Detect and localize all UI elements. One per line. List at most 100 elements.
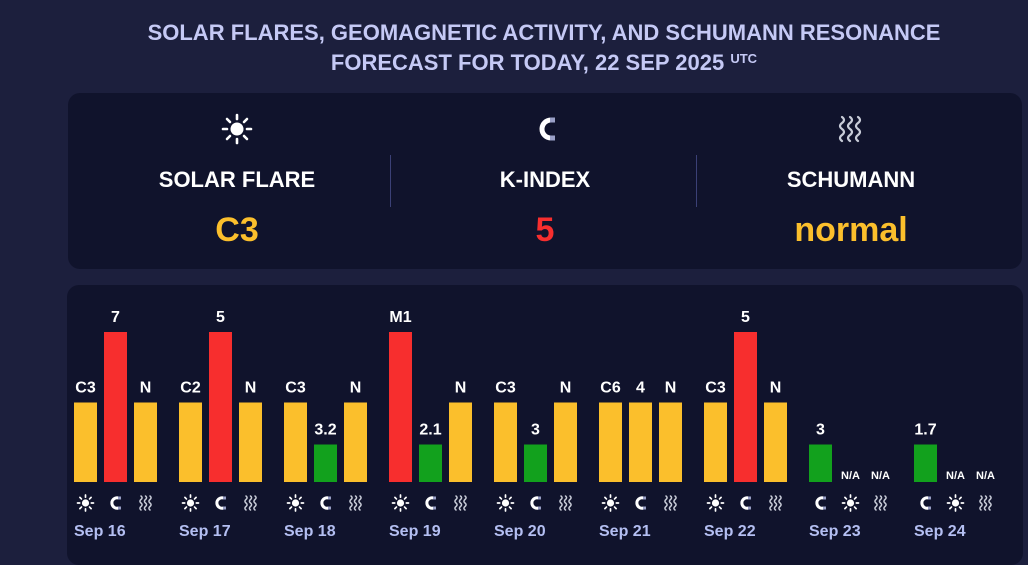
waves-icon	[979, 495, 992, 511]
bar-schumann	[764, 402, 787, 482]
bar-kindex	[809, 444, 832, 482]
bar-kindex	[524, 444, 547, 482]
waves-icon	[454, 495, 467, 511]
bar-kindex	[419, 444, 442, 482]
forecast-chart-svg: C3 7 N Sep 16 C2 5 N Sep 17 C3 3.2 N Sep 18 M1 2.1 N Se…	[74, 309, 995, 540]
summary-schumann: SCHUMANN normal	[692, 93, 1010, 269]
magnet-icon	[215, 496, 226, 510]
bar-value-label: N/A	[841, 470, 860, 482]
date-label: Sep 18	[284, 523, 336, 540]
sun-icon	[78, 113, 396, 145]
sun-icon	[946, 494, 965, 512]
bar-value-label: 5	[216, 309, 225, 326]
bar-kindex	[314, 444, 337, 482]
bar-solar	[599, 402, 622, 482]
waves-icon	[559, 495, 572, 511]
day-group: C3 5 N Sep 22	[704, 309, 787, 540]
day-group: C3 3 N Sep 20	[494, 380, 577, 540]
bar-schumann	[554, 402, 577, 482]
bar-value-label: N	[140, 380, 152, 397]
bar-solar	[74, 402, 97, 482]
sun-icon	[706, 494, 725, 512]
date-label: Sep 20	[494, 523, 546, 540]
date-label: Sep 19	[389, 523, 441, 540]
date-label: Sep 24	[914, 523, 966, 540]
day-group: 3 N/A N/A Sep 23	[809, 422, 890, 540]
bar-value-label: C3	[705, 380, 726, 397]
sun-icon	[76, 494, 95, 512]
bar-value-label: N	[560, 380, 572, 397]
page-title: SOLAR FLARES, GEOMAGNETIC ACTIVITY, AND …	[60, 18, 1028, 78]
k-index-label: K-INDEX	[499, 167, 591, 192]
magnet-icon	[740, 496, 751, 510]
title-utc: UTC	[730, 51, 758, 66]
bar-value-label: N	[245, 380, 257, 397]
bar-value-label: 7	[111, 309, 120, 326]
bar-solar	[704, 402, 727, 482]
summary-solar-flare: SOLAR FLARE C3	[78, 93, 396, 269]
sun-icon	[841, 494, 860, 512]
waves-icon	[349, 495, 362, 511]
magnet-icon	[110, 496, 121, 510]
day-group: C6 4 N Sep 21	[599, 380, 682, 540]
bar-value-label: C3	[495, 380, 516, 397]
title-date: FORECAST FOR TODAY, 22 SEP 2025	[330, 50, 725, 75]
schumann-value: normal	[794, 211, 908, 249]
bar-value-label: 3	[531, 422, 540, 439]
date-label: Sep 22	[704, 523, 756, 540]
solar-flare-label: SOLAR FLARE	[158, 167, 316, 192]
bar-schumann	[134, 402, 157, 482]
bar-schumann	[659, 402, 682, 482]
magnet-icon	[320, 496, 331, 510]
waves-icon	[692, 113, 1010, 145]
bar-value-label: 2.1	[419, 422, 441, 439]
magnet-icon	[530, 496, 541, 510]
bar-solar	[284, 402, 307, 482]
title-line-1: SOLAR FLARES, GEOMAGNETIC ACTIVITY, AND …	[147, 20, 941, 45]
bar-kindex	[104, 332, 127, 482]
bar-solar	[494, 402, 517, 482]
sun-icon	[496, 494, 515, 512]
day-group: C2 5 N Sep 17	[179, 309, 262, 540]
summary-divider-2	[696, 155, 697, 207]
forecast-chart: C3 7 N Sep 16 C2 5 N Sep 17 C3 3.2 N Sep 18 M1 2.1 N Se…	[67, 285, 1023, 565]
bar-value-label: N	[455, 380, 467, 397]
sun-icon	[601, 494, 620, 512]
waves-icon	[139, 495, 152, 511]
bar-value-label: C6	[600, 380, 621, 397]
sun-icon	[286, 494, 305, 512]
summary-k-index: K-INDEX 5	[386, 93, 704, 269]
bar-solar	[389, 332, 412, 482]
bar-solar	[179, 402, 202, 482]
date-label: Sep 23	[809, 523, 861, 540]
date-label: Sep 16	[74, 523, 126, 540]
bar-value-label: N/A	[946, 470, 965, 482]
sun-icon	[181, 494, 200, 512]
waves-icon	[769, 495, 782, 511]
bar-kindex	[914, 444, 937, 482]
waves-icon	[874, 495, 887, 511]
waves-icon	[244, 495, 257, 511]
waves-icon	[664, 495, 677, 511]
sun-icon	[391, 494, 410, 512]
title-line-2: FORECAST FOR TODAY, 22 SEP 2025 UTC	[60, 48, 1028, 78]
day-group: C3 7 N Sep 16	[74, 309, 157, 540]
bar-kindex	[734, 332, 757, 482]
bar-value-label: C3	[75, 380, 96, 397]
date-label: Sep 17	[179, 523, 231, 540]
magnet-icon	[425, 496, 436, 510]
bar-schumann	[344, 402, 367, 482]
bar-value-label: N/A	[976, 470, 995, 482]
date-label: Sep 21	[599, 523, 651, 540]
magnet-icon	[386, 113, 704, 145]
day-group: M1 2.1 N Sep 19	[389, 309, 472, 540]
bar-kindex	[629, 402, 652, 482]
bar-value-label: 5	[741, 309, 750, 326]
bar-value-label: N	[350, 380, 362, 397]
magnet-icon	[815, 496, 826, 510]
bar-value-label: 3	[816, 422, 825, 439]
magnet-icon	[920, 496, 931, 510]
bar-kindex	[209, 332, 232, 482]
bar-schumann	[449, 402, 472, 482]
summary-panel: SOLAR FLARE C3 K-INDEX 5 SCHUMANN no	[68, 93, 1022, 269]
